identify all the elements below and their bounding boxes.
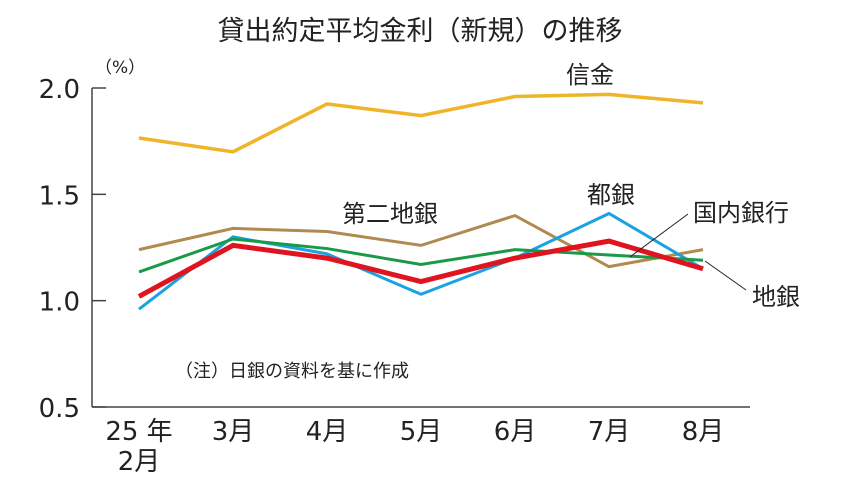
x-tick-label: 6月 xyxy=(494,417,537,447)
y-tick-label: 1.0 xyxy=(39,288,80,318)
x-tick-label: 4月 xyxy=(306,417,349,447)
series-label: 第二地銀 xyxy=(342,200,438,228)
series-label: 信金 xyxy=(566,61,614,89)
x-tick-label: 2月 xyxy=(118,447,161,477)
y-tick-label: 2.0 xyxy=(39,75,80,105)
series-line-0 xyxy=(138,92,704,154)
series-line-2 xyxy=(138,211,704,311)
series-label: 国内銀行 xyxy=(693,199,789,227)
source-note: （注）日銀の資料を基に作成 xyxy=(175,361,409,382)
series-label: 都銀 xyxy=(587,181,635,209)
y-tick-label: 0.5 xyxy=(39,394,80,424)
series-line-1 xyxy=(138,213,704,269)
x-tick-label: 7月 xyxy=(588,417,631,447)
chart-title: 貸出約定平均金利（新規）の推移 xyxy=(218,16,623,47)
leader-line xyxy=(629,213,689,258)
x-tick-label: 5月 xyxy=(400,417,443,447)
leader-line xyxy=(704,260,747,291)
x-tick-label: 3月 xyxy=(212,417,255,447)
y-tick-label: 1.5 xyxy=(39,181,80,211)
series-line-4 xyxy=(137,238,704,299)
x-tick-label: 8月 xyxy=(682,417,725,447)
series-label: 地銀 xyxy=(752,283,800,311)
series-line-3 xyxy=(138,237,704,274)
x-tick-label: 25 年 xyxy=(105,417,172,447)
y-axis-unit: （%） xyxy=(95,58,145,78)
